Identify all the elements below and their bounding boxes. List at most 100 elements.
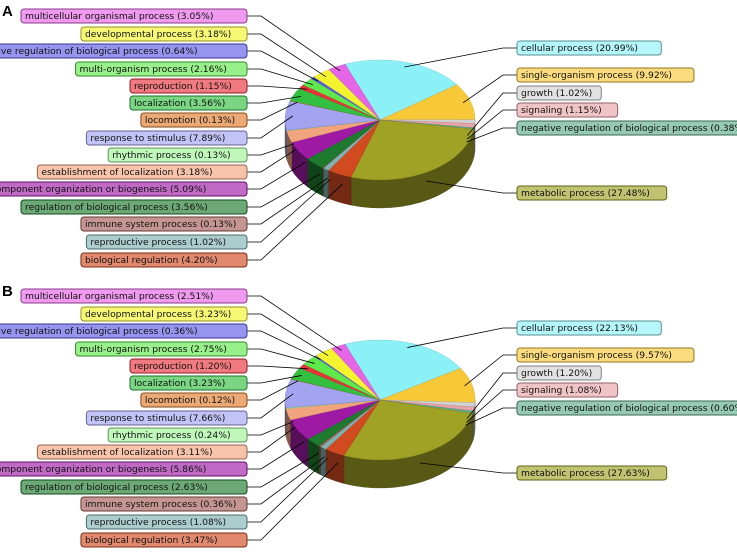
legend-label-reproduction: reproduction (1.15%): [129, 78, 248, 94]
leader-line: [247, 313, 329, 356]
label-text: metabolic process (27.48%): [521, 188, 650, 199]
label-box: [129, 375, 248, 391]
legend-label-cellular-process: cellular process (22.13%): [516, 320, 662, 336]
label-text: reproduction (1.20%): [134, 361, 232, 372]
label-text: localization (3.23%): [134, 378, 225, 389]
label-text: positive regulation of biological proces…: [0, 46, 198, 57]
label-box: [0, 43, 248, 59]
legend-label-locomotion: locomotion (0.12%): [140, 392, 248, 408]
leader-line: [466, 372, 517, 419]
legend-label-response-to-stimulus: response to stimulus (7.89%): [85, 130, 248, 146]
label-box: [36, 164, 248, 180]
legend-label-single-organism-process: single-organism process (9.92%): [516, 67, 695, 83]
label-text: positive regulation of biological proces…: [0, 326, 198, 337]
leader-line: [247, 393, 294, 419]
legend-label-multicellular-organismal-process: multicellular organismal process (3.05%): [20, 8, 248, 24]
label-text: locomotion (0.12%): [145, 395, 235, 406]
leader-line: [464, 354, 517, 387]
label-text: localization (3.56%): [134, 98, 225, 109]
label-text: metabolic process (27.63%): [521, 468, 650, 479]
label-box: [107, 147, 248, 163]
leader-line: [247, 183, 343, 261]
leader-line: [247, 143, 295, 156]
pie-slice-cellular-process: [344, 59, 458, 121]
legend-label-metabolic-process: metabolic process (27.63%): [516, 465, 668, 481]
label-box: [20, 8, 248, 24]
label-text: response to stimulus (7.89%): [90, 133, 225, 144]
label-box: [516, 40, 662, 56]
leader-line: [407, 327, 517, 348]
legend-label-multi-organism-process: multi-organism process (2.16%): [75, 61, 248, 77]
leader-lines: [247, 15, 517, 261]
label-text: growth (1.20%): [521, 368, 592, 379]
leader-line: [247, 148, 297, 173]
legend-label-growth: growth (1.20%): [516, 365, 602, 381]
label-text: biological regulation (4.20%): [85, 255, 218, 266]
label-box: [516, 67, 695, 83]
label-box: [0, 323, 248, 339]
label-box: [140, 392, 248, 408]
label-text: multicellular organismal process (2.51%): [25, 291, 214, 302]
label-text: signaling (1.15%): [521, 105, 602, 116]
label-text: response to stimulus (7.66%): [90, 413, 225, 424]
legend-label-cellular-process: cellular process (20.99%): [516, 40, 662, 56]
label-text: regulation of biological process (2.63%): [25, 482, 208, 493]
legend-label-negative-regulation-of-biological-process: negative regulation of biological proces…: [516, 120, 737, 136]
legend-label-reproductive-process: reproductive process (1.02%): [85, 234, 248, 250]
leader-line: [247, 50, 319, 82]
label-box: [85, 410, 248, 426]
pie-slice-cellular-process: [344, 339, 461, 401]
legend-label-reproductive-process: reproductive process (1.08%): [85, 514, 248, 530]
label-box: [107, 427, 248, 443]
label-text: reproductive process (1.08%): [90, 517, 226, 528]
label-box: [516, 465, 668, 481]
leader-line: [247, 380, 299, 401]
label-text: cellular process (20.99%): [521, 43, 638, 54]
leader-line: [247, 177, 328, 225]
leader-line: [247, 365, 308, 370]
label-box: [0, 461, 248, 477]
label-text: locomotion (0.13%): [145, 115, 235, 126]
label-box: [80, 26, 248, 42]
leader-line: [247, 457, 328, 523]
label-box: [80, 496, 248, 512]
leader-line: [247, 179, 331, 243]
leader-line: [247, 85, 308, 90]
label-box: [85, 514, 248, 530]
label-text: multi-organism process (2.75%): [80, 344, 227, 355]
leader-line: [247, 173, 321, 208]
leader-line: [465, 407, 517, 426]
legend-label-single-organism-process: single-organism process (9.57%): [516, 347, 695, 363]
label-box: [516, 120, 737, 136]
legend-label-cellular-component-organization-or-biogenesis: cellular component organization or bioge…: [0, 181, 248, 197]
label-box: [516, 85, 602, 101]
label-text: single-organism process (9.92%): [521, 70, 672, 81]
leader-line: [247, 452, 319, 488]
label-box: [516, 400, 737, 416]
pie-slice-multicellular-organismal-process: [331, 343, 381, 401]
leader-line: [247, 462, 339, 541]
label-text: immune system process (0.36%): [85, 499, 236, 510]
legend-label-rhythmic-process: rhythmic process (0.24%): [107, 427, 248, 443]
label-text: multicellular organismal process (3.05%): [25, 11, 214, 22]
legend-label-positive-regulation-of-biological-process: positive regulation of biological proces…: [0, 323, 248, 339]
legend-label-multicellular-organismal-process: multicellular organismal process (2.51%): [20, 288, 248, 304]
label-box: [516, 382, 619, 398]
legend-label-signaling: signaling (1.15%): [516, 102, 619, 118]
legend-label-multi-organism-process: multi-organism process (2.75%): [75, 341, 248, 357]
legend-label-regulation-of-biological-process: regulation of biological process (3.56%): [20, 199, 248, 215]
legend-label-establishment-of-localization: establishment of localization (3.18%): [36, 164, 248, 180]
label-box: [20, 479, 248, 495]
leader-line: [466, 127, 517, 143]
leader-line: [247, 441, 305, 470]
leader-line: [247, 375, 302, 384]
label-text: rhythmic process (0.24%): [112, 430, 230, 441]
label-text: negative regulation of biological proces…: [521, 123, 737, 134]
label-box: [20, 199, 248, 215]
leader-line: [247, 101, 298, 121]
legend-label-localization: localization (3.23%): [129, 375, 248, 391]
label-text: developmental process (3.23%): [85, 309, 231, 320]
label-text: establishment of localization (3.11%): [41, 447, 212, 458]
label-box: [516, 365, 602, 381]
legend-label-reproduction: reproduction (1.20%): [129, 358, 248, 374]
